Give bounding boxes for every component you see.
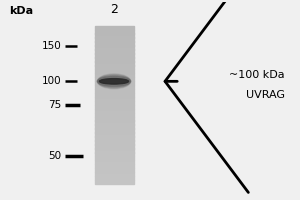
Bar — [94, 124, 134, 129]
Bar — [94, 53, 134, 58]
Text: kDa: kDa — [9, 6, 33, 16]
Bar — [94, 164, 134, 168]
Text: 2: 2 — [110, 3, 118, 16]
Text: 75: 75 — [48, 100, 62, 110]
Bar — [94, 172, 134, 176]
Bar — [94, 120, 134, 125]
Bar — [94, 132, 134, 137]
Bar — [94, 30, 134, 34]
Ellipse shape — [98, 74, 130, 89]
Text: ~100 kDa: ~100 kDa — [230, 70, 285, 80]
Bar — [94, 61, 134, 66]
Bar — [94, 117, 134, 121]
Bar — [94, 152, 134, 156]
Bar — [94, 113, 134, 117]
Ellipse shape — [98, 75, 130, 88]
Text: 150: 150 — [42, 41, 62, 51]
FancyArrowPatch shape — [165, 0, 248, 192]
Bar — [94, 89, 134, 93]
Bar — [94, 26, 134, 30]
Bar — [94, 128, 134, 133]
Bar — [94, 140, 134, 145]
Bar — [94, 45, 134, 50]
Ellipse shape — [98, 77, 130, 86]
Bar — [94, 144, 134, 149]
Bar — [94, 101, 134, 105]
Bar — [94, 69, 134, 73]
Bar — [94, 37, 134, 42]
Bar — [94, 136, 134, 141]
Bar — [94, 97, 134, 101]
Text: 100: 100 — [42, 76, 62, 86]
Bar — [94, 93, 134, 97]
Bar — [94, 81, 134, 85]
Bar — [94, 33, 134, 38]
Bar — [94, 168, 134, 172]
Bar — [94, 85, 134, 89]
Bar — [94, 65, 134, 69]
Bar — [94, 49, 134, 54]
Bar — [94, 41, 134, 46]
Bar — [94, 160, 134, 164]
Text: 50: 50 — [48, 151, 62, 161]
Bar — [94, 109, 134, 113]
Ellipse shape — [99, 79, 129, 84]
Ellipse shape — [98, 76, 130, 87]
Bar — [94, 73, 134, 77]
Bar — [94, 156, 134, 160]
Bar — [94, 180, 134, 184]
Bar — [94, 77, 134, 81]
Bar — [94, 176, 134, 180]
Text: UVRAG: UVRAG — [246, 90, 285, 100]
Bar — [94, 105, 134, 109]
Bar — [94, 57, 134, 62]
Bar — [94, 148, 134, 153]
